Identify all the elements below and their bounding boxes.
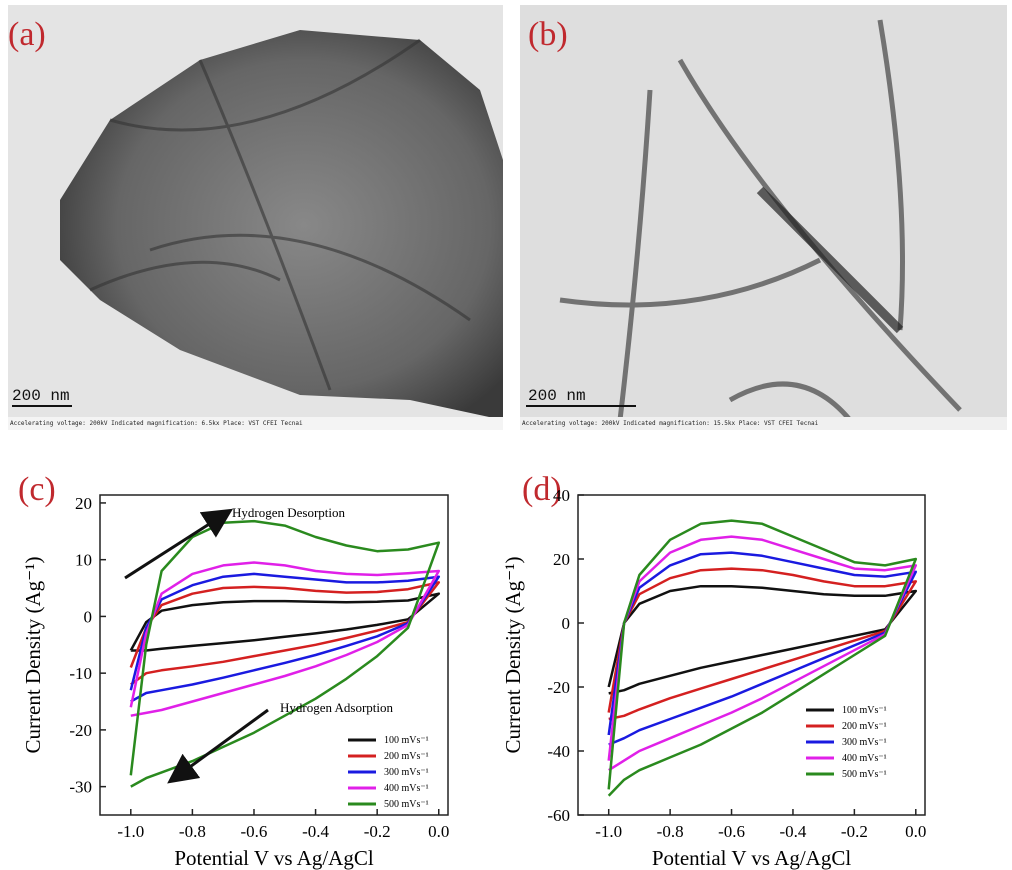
legend-label: 300 mVs⁻¹ [384, 767, 429, 778]
tem-image-a [8, 5, 503, 430]
y-tick-label: -10 [69, 664, 92, 683]
y-tick-label: 20 [553, 550, 570, 569]
y-axis-label: Current Density (Ag⁻¹) [21, 556, 45, 753]
scale-bar-label: 200 nm [528, 387, 586, 405]
y-tick-label: 20 [75, 494, 92, 513]
figure: (a) (b) 200 nm 200 nm Accelerating volta… [0, 0, 1012, 870]
plot-frame [578, 495, 925, 815]
y-tick-label: -40 [547, 742, 570, 761]
cv-curve [609, 537, 916, 771]
y-axis-label: Current Density (Ag⁻¹) [501, 556, 525, 753]
panel-label: (c) [18, 471, 56, 508]
tem-image-b [520, 5, 1007, 430]
legend-label: 100 mVs⁻¹ [842, 705, 887, 716]
y-tick-label: -60 [547, 806, 570, 825]
y-tick-label: -20 [69, 721, 92, 740]
x-tick-label: -0.6 [241, 822, 268, 841]
legend-label: 400 mVs⁻¹ [842, 753, 887, 764]
x-tick-label: -0.4 [302, 822, 329, 841]
y-tick-label: 0 [562, 614, 571, 633]
y-tick-label: 10 [75, 551, 92, 570]
x-tick-label: -0.6 [718, 822, 745, 841]
y-tick-label: -30 [69, 778, 92, 797]
x-tick-label: -0.8 [179, 822, 206, 841]
legend-label: 200 mVs⁻¹ [384, 751, 429, 762]
x-axis-label: Potential V vs Ag/AgCl [652, 846, 852, 870]
annotation: Hydrogen Desorption [232, 505, 346, 520]
x-axis-label: Potential V vs Ag/AgCl [174, 846, 374, 870]
y-tick-label: 0 [84, 607, 93, 626]
x-tick-label: 0.0 [905, 822, 926, 841]
legend-label: 500 mVs⁻¹ [384, 799, 429, 810]
x-tick-label: -1.0 [595, 822, 622, 841]
annotation-arrow [172, 710, 268, 780]
cv-curve [131, 563, 439, 716]
x-tick-label: -0.2 [841, 822, 868, 841]
legend-label: 200 mVs⁻¹ [842, 721, 887, 732]
y-tick-label: 40 [553, 486, 570, 505]
x-tick-label: -0.2 [364, 822, 391, 841]
image-caption: Accelerating voltage: 200kV Indicated ma… [522, 420, 819, 427]
y-tick-label: -20 [547, 678, 570, 697]
x-tick-label: -1.0 [117, 822, 144, 841]
x-tick-label: 0.0 [428, 822, 449, 841]
image-caption: Accelerating voltage: 200kV Indicated ma… [10, 420, 303, 427]
scale-bar-label: 200 nm [12, 387, 70, 405]
legend-label: 400 mVs⁻¹ [384, 783, 429, 794]
panel-label: (b) [528, 16, 568, 53]
cv-curve [131, 521, 439, 787]
legend-label: 100 mVs⁻¹ [384, 735, 429, 746]
panel-label: (a) [8, 16, 46, 53]
annotation: Hydrogen Adsorption [280, 700, 394, 715]
legend-label: 500 mVs⁻¹ [842, 769, 887, 780]
x-tick-label: -0.8 [657, 822, 684, 841]
x-tick-label: -0.4 [779, 822, 806, 841]
legend-label: 300 mVs⁻¹ [842, 737, 887, 748]
cv-curve [609, 569, 916, 719]
